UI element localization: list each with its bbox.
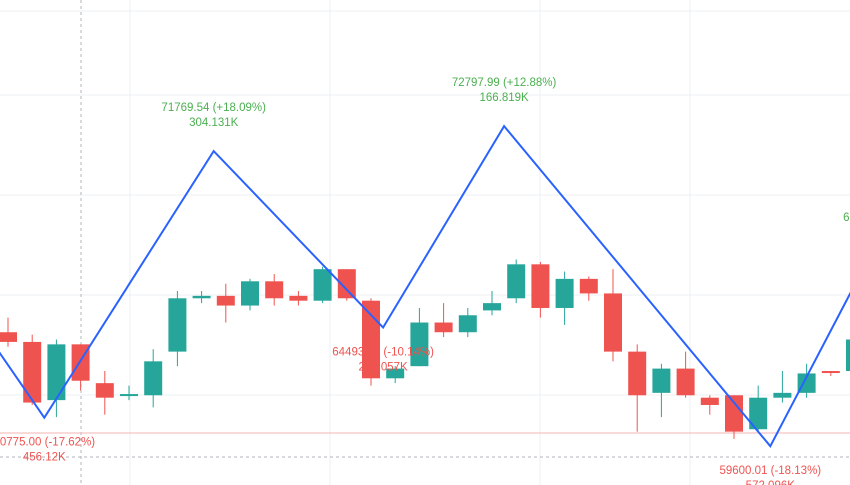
candle-body bbox=[47, 344, 66, 401]
candle-bullish[interactable] bbox=[47, 339, 66, 418]
pivot-price-label: 72797.99 (+12.88%) bbox=[452, 77, 557, 89]
zigzag-line bbox=[0, 124, 850, 448]
candle-bearish[interactable] bbox=[531, 261, 550, 318]
candle-bearish[interactable] bbox=[0, 317, 17, 347]
candle-bullish[interactable] bbox=[410, 307, 429, 367]
candle-body bbox=[216, 295, 235, 306]
candle-bullish[interactable] bbox=[652, 363, 671, 418]
candle-body bbox=[531, 264, 550, 308]
candle-bearish[interactable] bbox=[821, 371, 840, 376]
candle-body bbox=[797, 373, 816, 393]
pivot-volume-label: 456.12K bbox=[23, 452, 66, 464]
candle-bullish[interactable] bbox=[192, 291, 211, 304]
candles-layer bbox=[0, 259, 850, 439]
candle-bearish[interactable] bbox=[95, 371, 114, 415]
candle-body bbox=[555, 278, 574, 308]
candle-body bbox=[458, 315, 477, 333]
pivot-price-label: 67232.35 bbox=[843, 212, 850, 224]
candle-bullish[interactable] bbox=[846, 332, 850, 376]
candle-bearish[interactable] bbox=[579, 276, 598, 301]
candle-bearish[interactable] bbox=[216, 283, 235, 323]
candle-body bbox=[846, 339, 850, 372]
candle-bullish[interactable] bbox=[797, 363, 816, 398]
pivot-volume-label: 166.819K bbox=[479, 92, 529, 104]
candle-body bbox=[289, 295, 308, 301]
candle-bullish[interactable] bbox=[749, 385, 768, 432]
candle-bullish[interactable] bbox=[555, 271, 574, 325]
candle-bearish[interactable] bbox=[23, 334, 42, 405]
candle-bearish[interactable] bbox=[700, 395, 719, 415]
candle-body bbox=[507, 264, 526, 299]
candle-body bbox=[337, 269, 356, 299]
candle-body bbox=[579, 278, 598, 294]
candle-body bbox=[23, 341, 42, 403]
pivot-labels-layer: 60775.00 (-17.62%) 456.12K 71769.54 (+18.0… bbox=[0, 77, 850, 485]
candle-body bbox=[773, 392, 792, 398]
pivot-price-label: 60775.00 (-17.62%) bbox=[0, 437, 95, 449]
candle-bullish[interactable] bbox=[144, 349, 163, 408]
candle-body bbox=[676, 368, 695, 396]
pivot-price-label: 64493.07 (-10.14%) bbox=[332, 347, 434, 359]
candle-body bbox=[168, 298, 187, 352]
candle-bullish[interactable] bbox=[507, 259, 526, 304]
candle-body bbox=[628, 351, 647, 396]
candle-body bbox=[241, 281, 259, 306]
pivot-volume-label: 572.096K bbox=[746, 480, 796, 485]
candle-body bbox=[265, 281, 284, 299]
candle-body bbox=[434, 322, 453, 333]
candle-bearish[interactable] bbox=[628, 344, 647, 432]
candle-bullish[interactable] bbox=[241, 278, 259, 311]
pivot-volume-label: 247.057K bbox=[358, 362, 408, 374]
candle-bearish[interactable] bbox=[337, 269, 356, 301]
candle-bearish[interactable] bbox=[265, 274, 284, 306]
candle-bullish[interactable] bbox=[313, 266, 332, 304]
candle-bearish[interactable] bbox=[434, 303, 453, 338]
candle-bullish[interactable] bbox=[458, 307, 477, 338]
candle-body bbox=[313, 269, 332, 301]
candle-body bbox=[821, 371, 840, 374]
candle-body bbox=[386, 368, 405, 379]
candle-body bbox=[652, 368, 671, 393]
candle-bearish[interactable] bbox=[604, 269, 622, 362]
pivot-price-label: 59600.01 (-18.13%) bbox=[719, 465, 821, 477]
candle-body bbox=[192, 295, 211, 299]
candle-body bbox=[725, 395, 743, 432]
candle-body bbox=[410, 322, 429, 367]
candle-body bbox=[0, 332, 17, 342]
candle-body bbox=[700, 397, 719, 405]
candle-body bbox=[604, 293, 622, 352]
pivot-price-label: 71769.54 (+18.09%) bbox=[161, 102, 266, 114]
candle-body bbox=[144, 361, 163, 396]
candle-bullish[interactable] bbox=[483, 291, 501, 316]
candle-body bbox=[95, 383, 114, 398]
candle-bullish[interactable] bbox=[773, 371, 792, 403]
candle-bearish[interactable] bbox=[676, 351, 695, 398]
pivot-volume-label: 304.131K bbox=[189, 117, 239, 129]
candle-body bbox=[749, 397, 768, 430]
candle-body bbox=[120, 394, 138, 397]
candle-bullish[interactable] bbox=[120, 385, 138, 401]
candle-bearish[interactable] bbox=[289, 291, 308, 306]
candle-body bbox=[483, 303, 501, 311]
candle-bullish[interactable] bbox=[386, 366, 405, 384]
candle-bullish[interactable] bbox=[168, 291, 187, 367]
